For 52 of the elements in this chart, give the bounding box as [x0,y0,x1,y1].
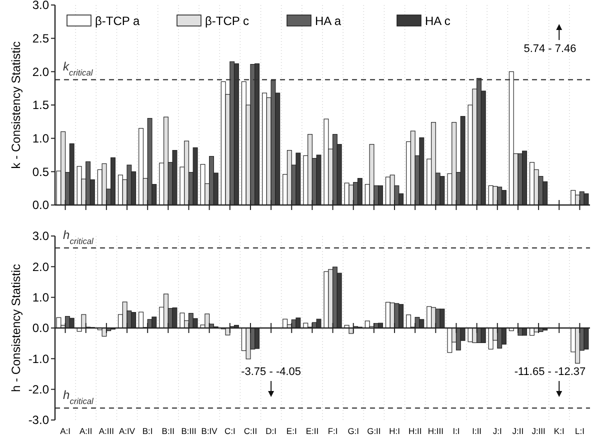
annotation: 5.74 - 7.46 [524,43,576,55]
y-tick-label: -2.0 [28,382,50,397]
legend-label: HA a [315,14,342,28]
x-tick-label: I:II [472,426,482,436]
x-tick-label: B:II [162,426,175,436]
legend-label: β-TCP a [95,14,140,28]
x-tick-label: A:IV [118,426,136,436]
x-tick-label: B:I [142,426,153,436]
x-tick-label: H:III [428,426,444,436]
y-tick-label: 3.0 [32,229,50,244]
y-tick-label: 1.0 [32,290,50,305]
y-tick-label: 3.0 [32,0,50,12]
x-tick-label: E:I [286,426,297,436]
x-tick-label: F:I [328,426,338,436]
x-tick-label: J:III [532,426,546,436]
y-tick-label: -3.0 [28,413,50,428]
x-tick-label: C:II [244,426,258,436]
y-axis-title: k - Consistency Statistic [9,41,23,169]
x-tick-label: H:II [408,426,422,436]
x-tick-label: E:II [306,426,319,436]
y-tick-label: -1.0 [28,352,50,366]
ref-line-label: h$_{critical}$ [63,388,95,406]
x-tick-label: A:II [79,426,92,436]
y-tick-label: 2.0 [32,260,50,274]
x-tick-label: G:II [367,426,381,436]
y-tick-label: 0.5 [32,164,50,179]
x-tick-label: B:IV [201,426,218,436]
x-tick-label: J:I [492,426,502,436]
ref-line-label: h$_{critical}$ [63,228,95,246]
x-tick-label: G:I [348,426,360,436]
x-tick-label: A:I [60,426,70,436]
ref-line-label: k$_{critical}$ [63,60,94,78]
y-axis-title: h - Consistency Statistic [9,264,23,392]
x-tick-label: A:III [98,426,114,436]
x-tick-label: C:I [224,426,236,436]
legend-label: β-TCP c [205,14,250,28]
y-tick-label: 1.5 [32,98,50,112]
x-tick-label: L:I [574,426,584,436]
y-tick-label: 2.0 [32,64,50,79]
annotation: -11.65 - -12.37 [514,366,586,378]
x-tick-label: H:I [389,426,400,436]
x-tick-label: D:I [266,426,276,436]
y-tick-label: 0.0 [32,198,50,212]
x-tick-label: K:I [554,426,564,436]
x-tick-label: B:III [181,426,196,436]
legend-label: HA c [425,14,450,28]
y-tick-label: 2.5 [32,32,50,46]
x-tick-label: I:I [452,426,460,436]
y-tick-label: 0.0 [32,321,50,336]
y-tick-label: 1.0 [32,132,50,146]
x-tick-label: J:II [512,426,524,436]
annotation: -3.75 - -4.05 [241,366,302,378]
